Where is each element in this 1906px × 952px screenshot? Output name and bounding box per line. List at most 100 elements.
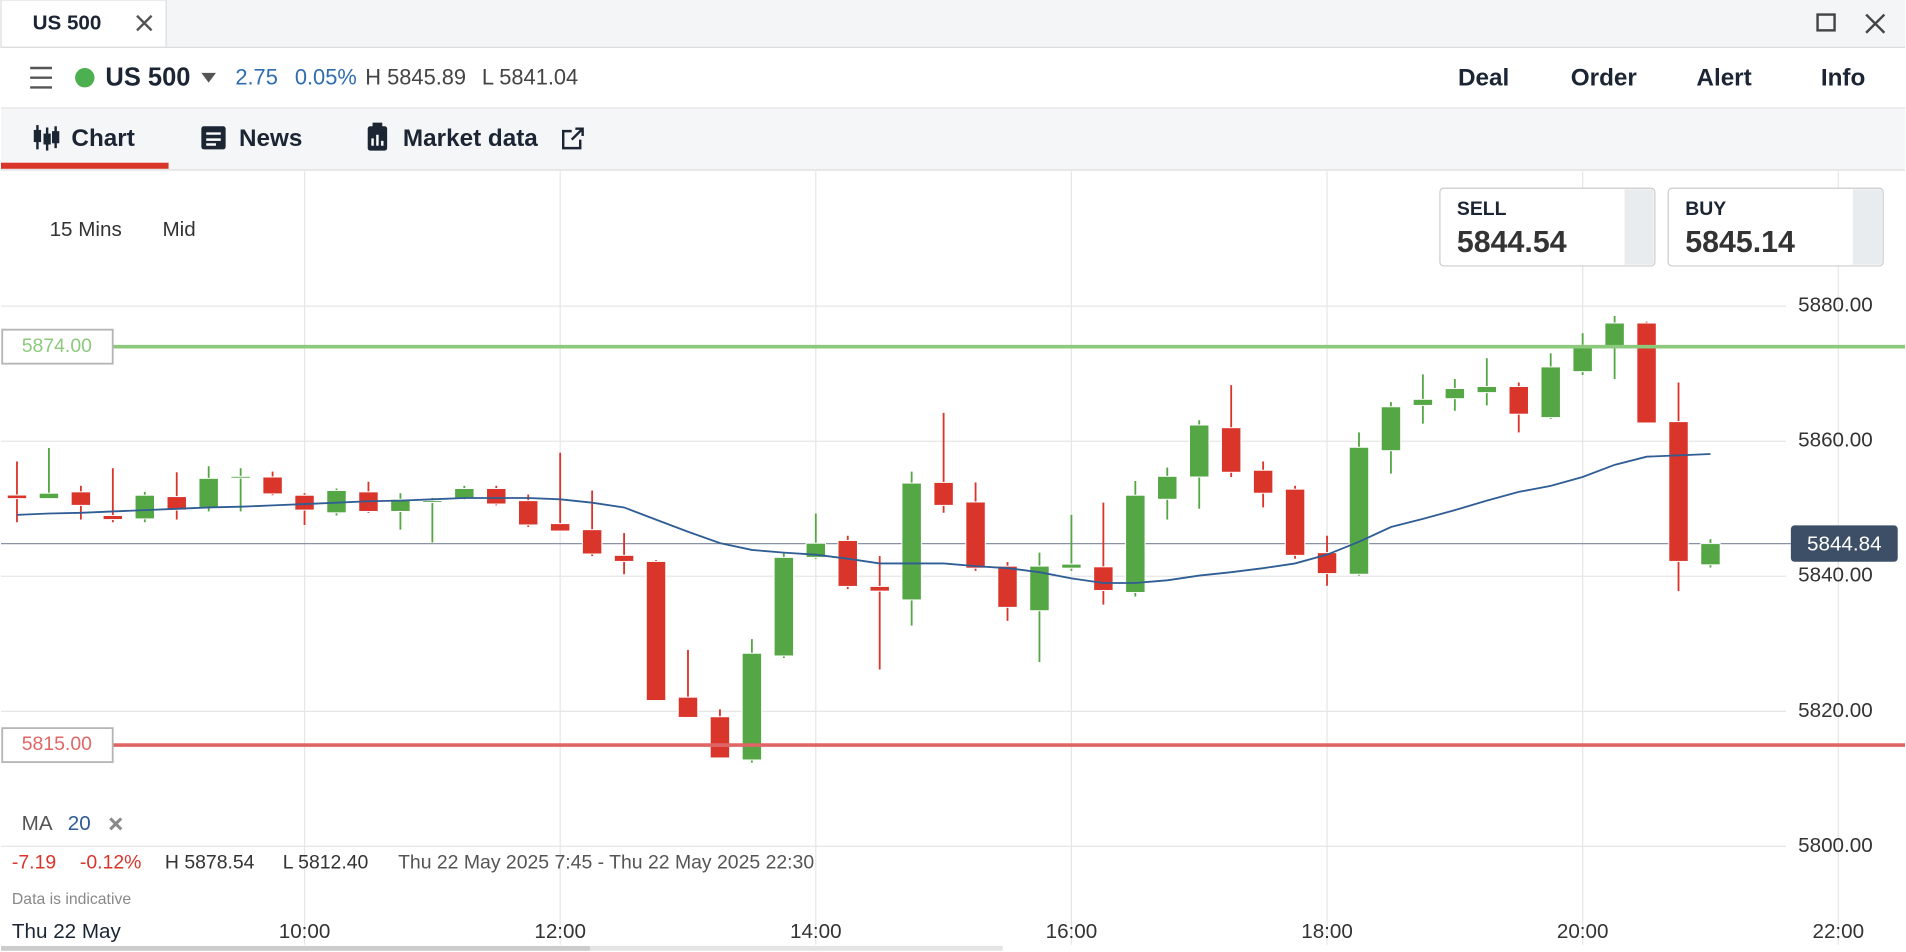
buy-price: 5845.14 [1685,226,1795,259]
candle-body [1668,421,1689,562]
candle-body [837,540,858,587]
indicator-period: 20 [68,812,91,835]
period-change-pct: -0.12% [80,851,142,873]
candle-body [965,501,986,569]
candle-body [1636,322,1657,424]
date-label: Thu 22 May [12,920,122,943]
candle-body [1508,386,1529,415]
candle-body [1189,424,1210,478]
scrollbar[interactable] [1,945,590,951]
order-button[interactable]: Order [1571,64,1638,91]
scrollbar-thumb[interactable] [589,945,1003,951]
candle-body [1572,344,1593,373]
candle-body [1252,469,1274,494]
candle-body [198,477,219,508]
candle-body [581,529,603,555]
candle-body [6,494,28,500]
candle-body [294,494,315,511]
x-tick-label: 12:00 [534,920,586,943]
candle-body [1348,446,1370,575]
market-data-tab[interactable]: Market data [403,125,538,152]
sell-box-side [1624,189,1654,265]
candle-body [773,556,795,657]
period-range: Thu 22 May 2025 7:45 - Thu 22 May 2025 2… [398,851,814,873]
candle-body [454,488,475,499]
candle-body [166,496,187,511]
last-price-tag [1790,525,1898,562]
x-tick-label: 18:00 [1301,920,1353,943]
candle-body [1380,406,1402,452]
candle-body [1444,388,1466,400]
change-pct: 0.05% [295,65,357,90]
candle-body [390,498,411,512]
candle-body [262,476,283,495]
candle-body [709,716,731,759]
x-tick-label: 14:00 [790,920,842,943]
chart-tab-icon [33,125,60,151]
price-type-selector[interactable]: Mid [163,218,196,241]
dropdown-caret[interactable] [201,72,216,83]
price-level-box [1,328,114,365]
x-tick-label: 16:00 [1046,920,1098,943]
alert-button[interactable]: Alert [1696,64,1751,91]
candle-body [1029,565,1050,612]
candle-body [741,652,763,761]
buy-label: BUY [1685,198,1726,220]
candle-body [518,500,539,526]
change: 2.75 [235,65,278,90]
candle-body [869,585,890,592]
candle-body [38,492,60,500]
candle-body [1476,386,1498,394]
candle-body [677,696,699,718]
close-tab[interactable] [136,14,153,32]
candle-body [1061,563,1082,569]
news-tab[interactable]: News [239,125,302,152]
info-button[interactable]: Info [1821,64,1865,91]
x-tick-label: 10:00 [279,920,331,943]
sell-price: 5844.54 [1457,226,1567,259]
chart-plot: 10:00 12:00 14:00 16:00 18:00 20:00 22:00 5800.… [1,171,1905,945]
status-dot [75,68,95,88]
period-low: L 5812.40 [283,851,369,873]
last-price-label: 5844.84 [1807,532,1882,555]
candle-body [1316,552,1338,575]
candle-body [102,515,124,521]
period-change: -7.19 [12,851,56,873]
price-level-label: 5874.00 [22,335,92,357]
buy-box-side [1852,189,1882,265]
candle-body [901,482,922,601]
sell-box[interactable] [1439,187,1656,267]
chart-tab[interactable]: Chart [71,125,134,152]
candle-body [933,481,954,506]
candle-body [230,475,251,479]
candle-body [613,554,635,562]
candle-body [1604,322,1625,348]
market-data-icon [367,122,388,151]
maximize[interactable] [1816,13,1836,32]
candle-body [1284,488,1306,556]
moving-average-line [16,453,1711,584]
interval-selector[interactable]: 15 Mins [50,218,122,241]
window-tab[interactable] [0,0,167,48]
candle-body [549,523,571,532]
deal-button[interactable]: Deal [1458,64,1509,91]
news-tab-icon [201,126,226,150]
instrument[interactable]: US 500 [105,64,190,92]
tab-strip [1,109,1905,170]
high: H 5845.89 [365,65,466,90]
y-tick-label: 5840.00 [1798,564,1873,587]
candle-body [645,560,667,702]
candle-body [1700,543,1721,566]
price-level-label: 5815.00 [22,733,92,755]
remove-indicator[interactable] [109,817,123,831]
candle-body [486,488,507,505]
y-tick-label: 5800.00 [1798,834,1873,857]
y-tick-label: 5880.00 [1798,294,1873,317]
candle-body [422,500,443,503]
candle-body [1157,475,1178,500]
close-window[interactable] [1865,13,1886,34]
buy-box[interactable] [1667,187,1884,267]
window-tab-title: US 500 [33,12,102,35]
menu-icon[interactable] [30,66,53,89]
